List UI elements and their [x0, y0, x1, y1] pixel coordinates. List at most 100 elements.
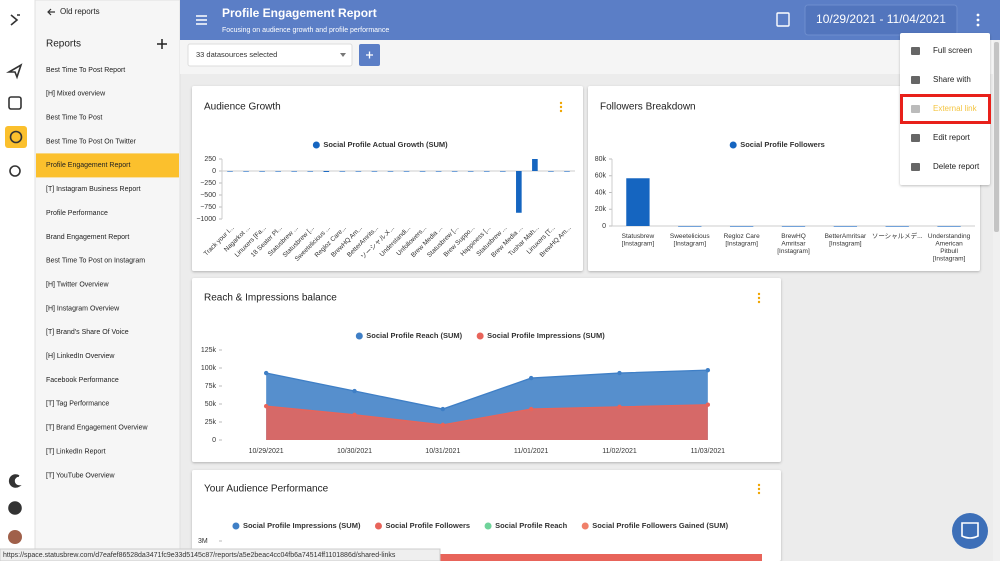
card-menu-dot[interactable] [757, 483, 761, 487]
legend-label: Social Profile Reach (SUM) [366, 331, 462, 340]
menu-item[interactable]: Delete report [933, 162, 980, 171]
legend-swatch [355, 332, 363, 340]
legend: Social Profile Actual Growth (SUM) [312, 140, 448, 149]
legend: Social Profile Followers [729, 140, 825, 149]
bar [243, 171, 249, 172]
menu-icon [911, 134, 920, 142]
rail-icons[interactable] [5, 14, 27, 544]
x-tick-label: BrewHQ Amritsar [Instagram] [777, 233, 810, 255]
partial-area [242, 554, 762, 561]
card-menu-dot[interactable] [757, 292, 761, 296]
legend-label: Social Profile Reach [495, 521, 568, 530]
x-tick-label: Statusbrew [Instagram] [622, 233, 655, 248]
bar [227, 171, 233, 172]
date-range[interactable]: 10/29/2021 - 11/04/2021 [816, 12, 946, 26]
sidebar-item[interactable]: [T] Brand's Share Of Voice [46, 329, 129, 336]
sidebar-item[interactable]: Best Time To Post on Instagram [46, 258, 145, 265]
card [588, 86, 980, 271]
date-range-button[interactable] [804, 4, 958, 36]
report-title: Profile Engagement Report [222, 6, 377, 20]
bar [419, 171, 426, 172]
menu-item[interactable]: Share with [933, 75, 971, 84]
menu-item[interactable]: Full screen [933, 46, 972, 55]
bar [403, 171, 410, 172]
publish-icon[interactable] [6, 63, 23, 80]
y-tick-label: 125k [201, 347, 217, 354]
sidebar-item[interactable]: Brand Engagement Report [46, 234, 129, 241]
sidebar-item[interactable]: Best Time To Post [46, 115, 102, 122]
inbox-icon[interactable] [8, 96, 22, 110]
datasource-label: 33 datasources selected [196, 50, 277, 59]
y-tick-label: 40k [595, 189, 607, 196]
y-tick-label: 100k [201, 365, 217, 372]
settings-icon[interactable] [9, 165, 21, 177]
y-tick-label: −1000 [196, 216, 216, 223]
card-menu-dot[interactable] [559, 109, 563, 113]
logo[interactable] [10, 14, 20, 26]
bar [499, 171, 506, 172]
menu-icon [911, 76, 920, 84]
add-icon [366, 51, 373, 59]
scrollbar-thumb[interactable] [994, 42, 999, 232]
chat-button[interactable] [952, 513, 988, 549]
y-tick-label: 0 [212, 168, 216, 175]
sidebar-item[interactable]: [T] LinkedIn Report [46, 448, 106, 455]
sidebar-item[interactable]: [H] LinkedIn Overview [46, 353, 115, 360]
legend: Social Profile Reach (SUM) Social Profile… [355, 331, 605, 340]
y-tick-label: −500 [200, 192, 216, 199]
status-url: https://space.statusbrew.com/d7eafef8652… [3, 552, 396, 559]
menu-icon[interactable] [196, 15, 207, 25]
card-menu-dot[interactable] [559, 101, 563, 105]
point [705, 402, 711, 407]
card-title: Reach & Impressions balance [204, 293, 337, 304]
bar [781, 226, 806, 227]
card [192, 86, 583, 271]
menu-icon [911, 105, 920, 113]
bar [355, 171, 362, 172]
sidebar-item[interactable]: [H] Mixed overview [46, 91, 106, 98]
bar [387, 171, 394, 172]
bar [259, 171, 265, 172]
add-report-icon[interactable] [157, 39, 167, 49]
card-menu-dot[interactable] [757, 487, 761, 491]
icon-rail [0, 0, 35, 561]
y-tick-label: 75k [205, 383, 217, 390]
y-tick-label: 0 [212, 437, 216, 444]
reports-icon-bg[interactable] [5, 126, 27, 148]
card-menu-dot[interactable] [757, 491, 761, 495]
sidebar-item[interactable]: Profile Engagement Report [46, 162, 130, 169]
menu-item[interactable]: Edit report [933, 133, 971, 142]
sidebar-item[interactable]: Facebook Performance [46, 377, 119, 384]
back-icon[interactable] [47, 8, 55, 16]
bar [275, 171, 281, 172]
sidebar-item[interactable]: Best Time To Post Report [46, 67, 125, 74]
sidebar-item[interactable]: [H] Instagram Overview [46, 305, 120, 312]
sidebar-item[interactable]: [T] Instagram Business Report [46, 186, 141, 193]
theme-icon[interactable] [8, 474, 22, 488]
calendar-icon[interactable] [776, 12, 790, 27]
reports-icon[interactable] [9, 130, 23, 144]
menu-item[interactable]: External link [933, 104, 978, 113]
legend-label: Social Profile Impressions (SUM) [487, 331, 605, 340]
bar [729, 226, 754, 227]
card-menu-dot[interactable] [757, 300, 761, 304]
sidebar-item[interactable]: [T] Brand Engagement Overview [46, 425, 148, 432]
legend-label: Social Profile Followers [385, 521, 470, 530]
legend-swatch [476, 332, 484, 340]
datasource-select[interactable] [187, 43, 353, 67]
x-tick-label: 11/03/2021 [691, 448, 726, 455]
avatar[interactable] [8, 530, 22, 544]
point [528, 375, 534, 381]
sidebar-item[interactable]: [T] Tag Performance [46, 401, 109, 408]
help-icon[interactable] [8, 501, 22, 515]
card-menu-dot[interactable] [559, 105, 563, 109]
sidebar-item[interactable]: Best Time To Post On Twitter [46, 138, 137, 145]
sidebar-item[interactable]: Profile Performance [46, 210, 108, 217]
back-link[interactable]: Old reports [60, 7, 100, 16]
sidebar-item[interactable]: [T] YouTube Overview [46, 472, 116, 479]
more-icon[interactable] [976, 13, 980, 27]
highlight-box [900, 94, 991, 124]
sidebar-item[interactable]: [H] Twitter Overview [46, 281, 109, 288]
line [266, 404, 708, 426]
card-menu-dot[interactable] [757, 296, 761, 300]
